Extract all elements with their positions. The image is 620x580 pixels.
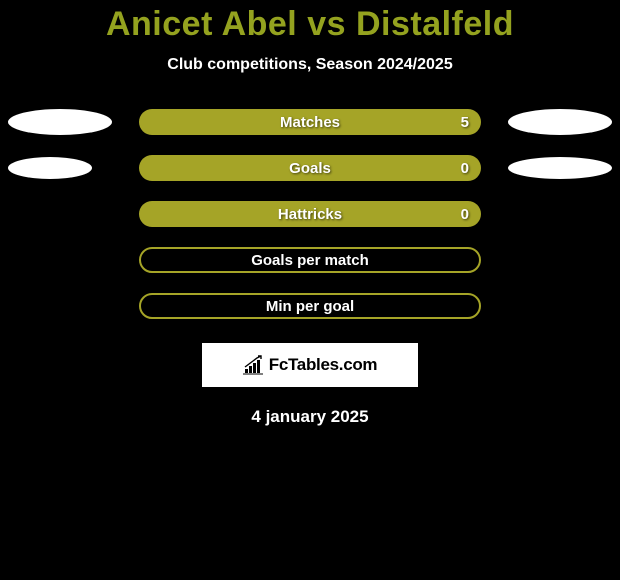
stat-bar: Goals per match (139, 247, 481, 273)
left-ellipse (8, 109, 112, 135)
right-ellipse (508, 109, 612, 135)
bar-chart-icon (243, 355, 265, 375)
stat-bar: Min per goal (139, 293, 481, 319)
right-ellipse (508, 157, 612, 179)
stat-label: Matches (280, 114, 340, 131)
stat-row-hattricks: Hattricks 0 (0, 201, 620, 227)
comparison-infographic: Anicet Abel vs Distalfeld Club competiti… (0, 0, 620, 427)
stat-row-min-per-goal: Min per goal (0, 293, 620, 319)
stat-bar: Matches 5 (139, 109, 481, 135)
subtitle: Club competitions, Season 2024/2025 (0, 56, 620, 74)
page-title: Anicet Abel vs Distalfeld (0, 5, 620, 44)
stat-bar: Hattricks 0 (139, 201, 481, 227)
stat-row-goals: Goals 0 (0, 155, 620, 181)
stat-value: 5 (461, 114, 469, 131)
logo-text: FcTables.com (269, 355, 378, 375)
stat-row-matches: Matches 5 (0, 109, 620, 135)
stat-bar: Goals 0 (139, 155, 481, 181)
stat-label: Hattricks (278, 206, 342, 223)
logo: FcTables.com (243, 355, 378, 375)
stat-label: Goals (289, 160, 331, 177)
stat-value: 0 (461, 160, 469, 177)
stat-value: 0 (461, 206, 469, 223)
date-text: 4 january 2025 (0, 407, 620, 427)
stat-rows: Matches 5 Goals 0 Hattricks 0 Goals per … (0, 109, 620, 319)
logo-box: FcTables.com (202, 343, 418, 387)
left-ellipse (8, 157, 92, 179)
stat-label: Goals per match (251, 252, 369, 269)
stat-row-goals-per-match: Goals per match (0, 247, 620, 273)
stat-label: Min per goal (266, 298, 354, 315)
